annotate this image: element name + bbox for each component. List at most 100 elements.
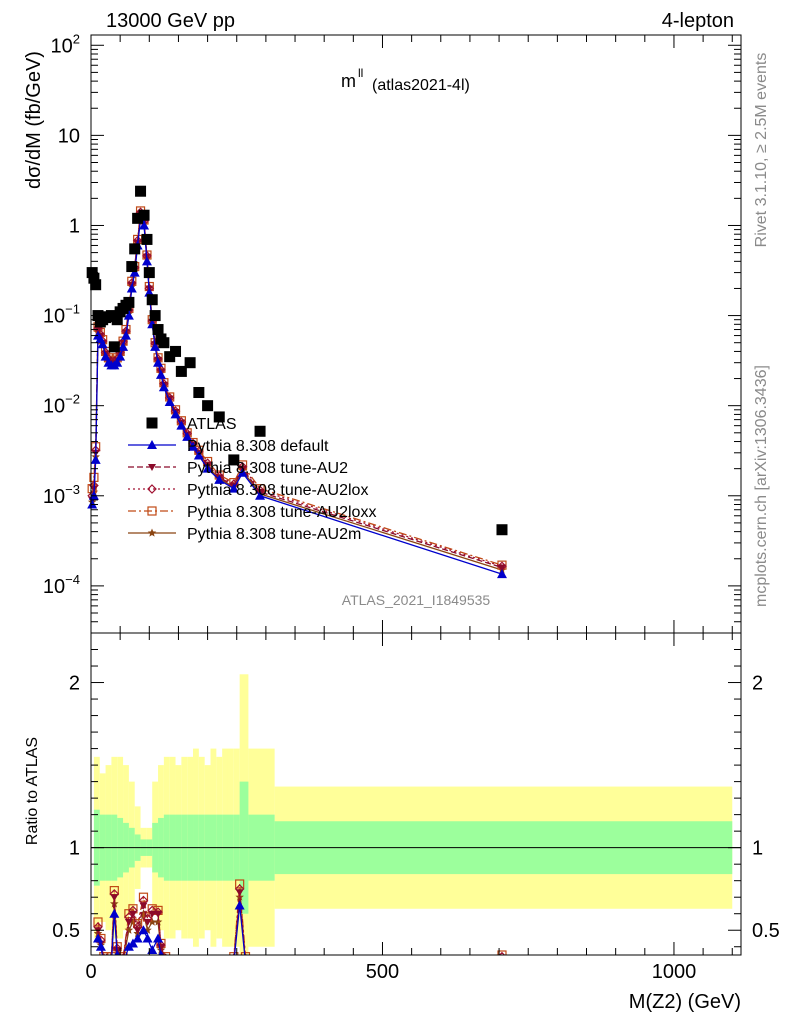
mc-point [158, 382, 169, 392]
atlas-data-point [88, 272, 100, 284]
x-tick-label: 500 [366, 961, 399, 983]
ratio-point [232, 953, 236, 955]
ratio-point [147, 917, 157, 926]
ratio-point [99, 958, 109, 967]
mc-point [100, 351, 111, 361]
mc-point [193, 450, 204, 460]
atlas-data-point [108, 341, 120, 353]
mcplots-label: mcplots.cern.ch [arXiv:1306.3436] [753, 365, 770, 607]
main-y-axis: 10−4 10−3 10−2 10−1 1 10 102 [43, 31, 741, 634]
analysis-watermark: ATLAS_2021_I1849535 [342, 592, 491, 608]
ratio-point [138, 925, 149, 935]
ratio-point [230, 957, 238, 964]
ratio-point [241, 957, 250, 965]
ratio-point [161, 952, 171, 955]
atlas-data-point [193, 387, 205, 399]
x-axis-title: M(Z2) (GeV) [629, 991, 741, 1013]
ratio-point [124, 918, 133, 926]
atlas-data-point [184, 357, 196, 369]
atlas-data-point [149, 310, 161, 322]
ratio-point [154, 910, 163, 918]
atlas-data-point [213, 411, 225, 423]
mc-point [97, 339, 108, 349]
main-y-tick-label: 10−3 [43, 482, 80, 508]
atlas-data-point [111, 314, 123, 326]
atlas-data-point [152, 324, 164, 336]
ratio-point [153, 933, 164, 943]
mc-point [126, 283, 137, 293]
title-superscript: ll [358, 66, 363, 80]
ratio-point [153, 917, 163, 926]
ratio-point [147, 945, 158, 955]
mc-point [496, 569, 507, 579]
mc-point [150, 341, 161, 351]
legend-item: Pythia 8.308 tune-AU2loxx [128, 504, 376, 521]
mc-point [118, 341, 129, 351]
ratio-point [139, 902, 148, 910]
ratio-plot-area [91, 674, 741, 967]
uncertainty-band-outer [93, 674, 733, 955]
ratio-point [241, 957, 249, 964]
ratio-series-group [92, 879, 507, 967]
atlas-data-point [135, 185, 147, 197]
ratio-point [119, 957, 128, 965]
main-y-tick-label: 102 [51, 31, 80, 57]
ratio-point [234, 900, 245, 910]
atlas-data-point [254, 425, 266, 437]
legend-marker [147, 484, 157, 494]
mc-point [155, 369, 166, 379]
ratio-y-tick-label: 0.5 [52, 920, 80, 942]
ratio-plot-frame [90, 632, 742, 956]
ratio-point [103, 957, 112, 965]
mc-point [164, 396, 175, 406]
ratio-point [132, 933, 143, 943]
mc-point [139, 220, 150, 230]
ratio-point [100, 957, 108, 964]
atlas-data-point [126, 261, 138, 273]
mc-point [170, 409, 181, 419]
ratio-series-line [97, 888, 246, 955]
mc-point [188, 441, 199, 451]
ratio-point [138, 892, 149, 902]
atlas-data-point [146, 294, 158, 306]
ratio-point [235, 892, 244, 901]
ratio-point [133, 927, 142, 935]
legend-marker [147, 506, 157, 516]
ratio-point [102, 953, 106, 955]
mc-point [255, 490, 266, 500]
atlas-data-point [123, 296, 135, 308]
legend-marker [147, 440, 157, 449]
mc-point [141, 256, 152, 266]
atlas-data-point [143, 267, 155, 279]
ratio-point [127, 938, 138, 948]
ratio-point [128, 910, 137, 918]
mc-point [112, 357, 123, 367]
x-tick-label: 1000 [652, 961, 697, 983]
ratio-point [498, 956, 507, 964]
ratio-point [114, 950, 121, 955]
main-y-tick-label: 10−1 [43, 302, 80, 328]
main-y-tick-label: 10−4 [43, 572, 80, 598]
ratio-y-tick-label: 2 [69, 673, 80, 695]
ratio-point [105, 953, 109, 955]
ratio-point [243, 953, 248, 955]
ratio-point [110, 894, 119, 902]
atlas-data-point [170, 345, 182, 357]
mc-point [120, 330, 131, 340]
mc-point [228, 483, 239, 493]
mc-point [237, 467, 248, 477]
x-tick-label: 0 [85, 961, 96, 983]
ratio-point [235, 889, 244, 897]
atlas-data-point [132, 212, 144, 224]
ratio-point [161, 957, 170, 965]
ratio-point [148, 910, 157, 918]
mc-point [129, 267, 140, 277]
ratio-y-axis: 0.5 0.5 1 1 2 2 [52, 649, 780, 948]
ratio-point [143, 918, 152, 926]
mc-point [90, 454, 101, 464]
ratio-y-tick-label-right: 1 [752, 838, 763, 860]
mc-point [115, 351, 126, 361]
legend: ATLAS Pythia 8.308 default Pythia 8.308 tu… [128, 416, 376, 543]
ratio-point [109, 908, 120, 918]
atlas-data-point [175, 365, 187, 377]
